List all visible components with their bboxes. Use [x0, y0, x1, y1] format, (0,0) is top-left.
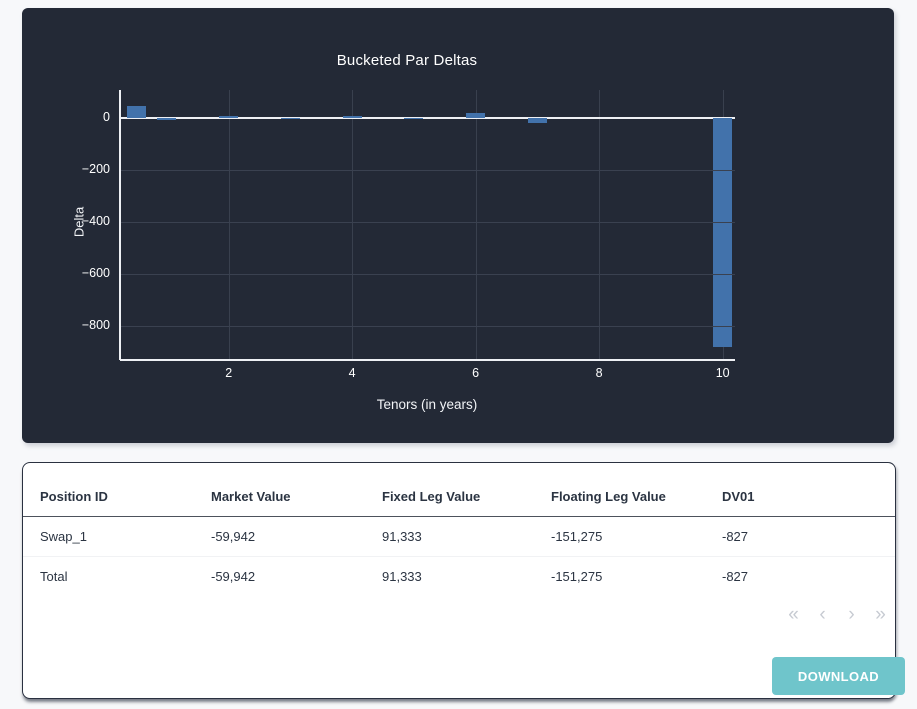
grid-line-vertical	[352, 90, 354, 360]
bar	[713, 117, 733, 347]
grid-line-vertical	[475, 90, 477, 360]
y-tick-label: −800	[81, 318, 110, 333]
table-header-cell: Fixed Leg Value	[382, 463, 551, 517]
grid-line-horizontal	[120, 169, 735, 171]
table-cell: -151,275	[551, 516, 722, 557]
bar	[466, 113, 486, 118]
download-button[interactable]: DOWNLOAD	[772, 657, 905, 695]
x-tick-label: 10	[715, 366, 730, 380]
table-row: Total -59,942 91,333 -151,275 -827	[23, 556, 895, 596]
prev-page-button[interactable]: ‹	[819, 604, 826, 625]
table-header-cell: Floating Leg Value	[551, 463, 722, 517]
bar	[527, 117, 547, 123]
pagination: « ‹ › »	[779, 600, 895, 630]
x-tick-label: 2	[225, 366, 233, 380]
next-page-button[interactable]: ›	[848, 604, 855, 625]
grid-line-horizontal	[120, 326, 735, 328]
grid-line-vertical	[228, 90, 230, 360]
bar	[280, 117, 300, 120]
table-header-cell: Market Value	[211, 463, 382, 517]
chart-panel: Bucketed Par Deltas Delta Tenors (in yea…	[22, 8, 894, 443]
grid-line-horizontal	[120, 221, 735, 223]
grid-line-horizontal	[120, 273, 735, 275]
y-tick-label: −600	[81, 265, 110, 280]
table-header-row: Position ID Market Value Fixed Leg Value Fl…	[23, 463, 895, 517]
table-cell: Swap_1	[23, 516, 211, 557]
bar	[219, 116, 239, 118]
grid-line-vertical	[599, 90, 601, 360]
y-tick-label: 0	[103, 109, 110, 124]
bar	[342, 116, 362, 118]
x-tick-label: 8	[595, 366, 603, 380]
table-cell: 91,333	[382, 568, 422, 584]
table-cell: Total	[40, 568, 68, 584]
y-tick-label: −200	[81, 161, 110, 176]
y-axis-line	[119, 90, 121, 360]
x-tick-label: 6	[472, 366, 480, 380]
table-header-cell: DV01	[722, 463, 895, 517]
table-cell: -59,942	[211, 568, 256, 584]
bar	[126, 105, 146, 118]
last-page-button[interactable]: »	[875, 604, 886, 625]
table-cell: -59,942	[211, 516, 382, 557]
bar	[404, 117, 424, 120]
table-header-cell: Position ID	[23, 463, 211, 517]
table-row: Swap_1 -59,942 91,333 -151,275 -827	[23, 516, 895, 557]
x-tick-label: 4	[348, 366, 356, 380]
positions-card: Position ID Market Value Fixed Leg Value Fl…	[22, 462, 896, 699]
first-page-button[interactable]: «	[788, 604, 799, 625]
table-cell: -151,275	[551, 568, 603, 584]
x-axis-line	[120, 359, 735, 361]
zero-line	[120, 116, 735, 119]
bar	[157, 117, 177, 121]
y-tick-label: −400	[81, 213, 110, 228]
chart-title: Bucketed Par Deltas	[336, 52, 478, 69]
table-cell: 91,333	[382, 516, 551, 557]
table-cell: -827	[722, 568, 749, 584]
positions-table: Position ID Market Value Fixed Leg Value Fl…	[23, 463, 895, 596]
table-cell: -827	[722, 516, 895, 557]
x-axis-title: Tenors (in years)	[376, 397, 478, 412]
